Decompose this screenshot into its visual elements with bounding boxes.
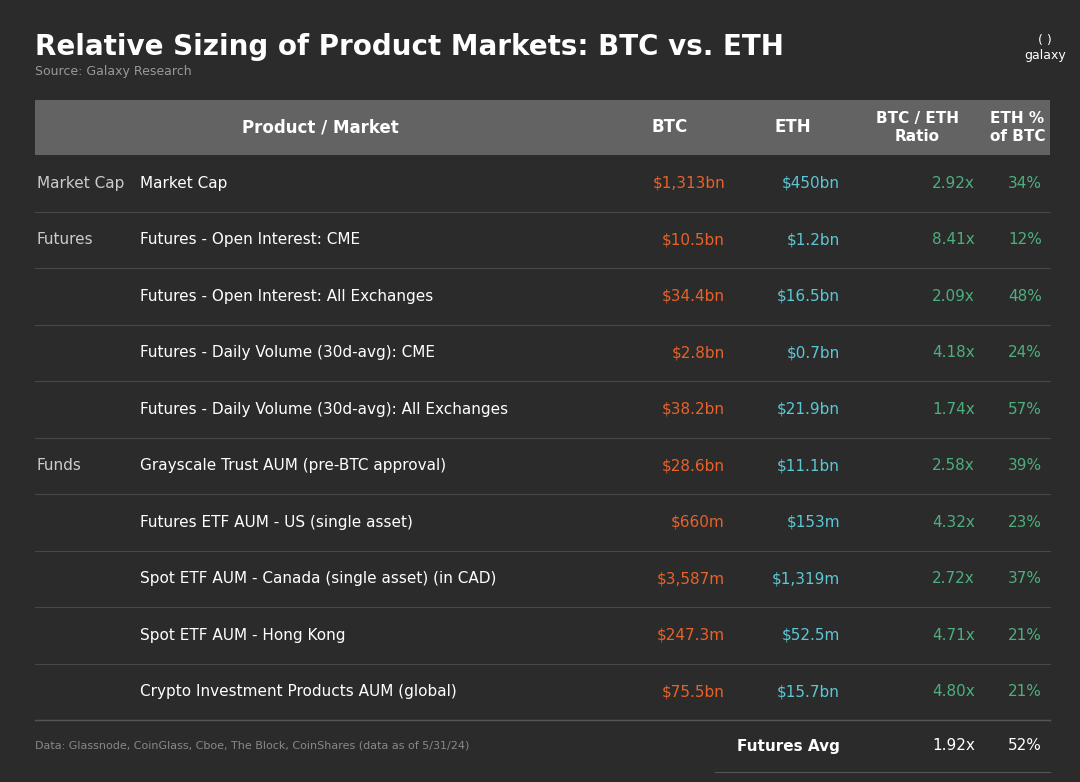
Text: $1,313bn: $1,313bn <box>652 176 725 191</box>
Text: Source: Galaxy Research: Source: Galaxy Research <box>35 66 191 78</box>
Text: Market Cap: Market Cap <box>37 176 124 191</box>
Text: $1,319m: $1,319m <box>772 571 840 586</box>
Text: $1.2bn: $1.2bn <box>786 232 840 247</box>
Text: Futures - Daily Volume (30d-avg): All Exchanges: Futures - Daily Volume (30d-avg): All Ex… <box>140 402 508 417</box>
Text: ETH %
of BTC: ETH % of BTC <box>989 111 1045 144</box>
Text: 57%: 57% <box>1008 402 1042 417</box>
Text: 1.74x: 1.74x <box>932 402 975 417</box>
Text: 37%: 37% <box>1008 571 1042 586</box>
Text: Futures: Futures <box>37 232 94 247</box>
Text: ( )
galaxy: ( ) galaxy <box>1024 34 1066 62</box>
Text: $28.6bn: $28.6bn <box>662 458 725 473</box>
Text: 24%: 24% <box>1008 345 1042 361</box>
Text: 23%: 23% <box>1008 515 1042 529</box>
Text: $450bn: $450bn <box>782 176 840 191</box>
Text: Market Cap: Market Cap <box>140 176 228 191</box>
Text: 21%: 21% <box>1008 628 1042 643</box>
Text: BTC: BTC <box>652 119 688 137</box>
Text: $11.1bn: $11.1bn <box>778 458 840 473</box>
Text: $0.7bn: $0.7bn <box>786 345 840 361</box>
Text: 1.92x: 1.92x <box>932 738 975 754</box>
Text: $38.2bn: $38.2bn <box>662 402 725 417</box>
Text: Product / Market: Product / Market <box>242 119 399 137</box>
Text: $660m: $660m <box>672 515 725 529</box>
Text: $52.5m: $52.5m <box>782 628 840 643</box>
Text: 2.92x: 2.92x <box>932 176 975 191</box>
Text: 39%: 39% <box>1008 458 1042 473</box>
Text: BTC / ETH
Ratio: BTC / ETH Ratio <box>876 111 959 144</box>
Text: $21.9bn: $21.9bn <box>777 402 840 417</box>
Text: Grayscale Trust AUM (pre-BTC approval): Grayscale Trust AUM (pre-BTC approval) <box>140 458 446 473</box>
Text: $10.5bn: $10.5bn <box>662 232 725 247</box>
Text: $15.7bn: $15.7bn <box>778 684 840 699</box>
Text: $153m: $153m <box>786 515 840 529</box>
Text: Crypto Investment Products AUM (global): Crypto Investment Products AUM (global) <box>140 684 457 699</box>
Text: Futures Avg: Futures Avg <box>738 738 840 754</box>
Text: 21%: 21% <box>1008 684 1042 699</box>
Text: $75.5bn: $75.5bn <box>662 684 725 699</box>
Text: Futures - Open Interest: CME: Futures - Open Interest: CME <box>140 232 360 247</box>
Text: $3,587m: $3,587m <box>657 571 725 586</box>
Text: Futures - Daily Volume (30d-avg): CME: Futures - Daily Volume (30d-avg): CME <box>140 345 435 361</box>
Bar <box>35 100 1050 155</box>
Text: 12%: 12% <box>1008 232 1042 247</box>
Text: Futures ETF AUM - US (single asset): Futures ETF AUM - US (single asset) <box>140 515 413 529</box>
Text: Data: Glassnode, CoinGlass, Cboe, The Block, CoinShares (data as of 5/31/24): Data: Glassnode, CoinGlass, Cboe, The Bl… <box>35 741 470 751</box>
Text: 2.09x: 2.09x <box>932 289 975 303</box>
Text: 4.18x: 4.18x <box>932 345 975 361</box>
Text: Relative Sizing of Product Markets: BTC vs. ETH: Relative Sizing of Product Markets: BTC … <box>35 33 784 61</box>
Text: 48%: 48% <box>1008 289 1042 303</box>
Text: 2.72x: 2.72x <box>932 571 975 586</box>
Text: Spot ETF AUM - Hong Kong: Spot ETF AUM - Hong Kong <box>140 628 346 643</box>
Text: Funds: Funds <box>37 458 82 473</box>
Text: Spot ETF AUM - Canada (single asset) (in CAD): Spot ETF AUM - Canada (single asset) (in… <box>140 571 497 586</box>
Text: $2.8bn: $2.8bn <box>672 345 725 361</box>
Text: $247.3m: $247.3m <box>657 628 725 643</box>
Text: ETH: ETH <box>774 119 811 137</box>
Text: $34.4bn: $34.4bn <box>662 289 725 303</box>
Text: 4.32x: 4.32x <box>932 515 975 529</box>
Text: 4.71x: 4.71x <box>932 628 975 643</box>
Text: 8.41x: 8.41x <box>932 232 975 247</box>
Text: Futures - Open Interest: All Exchanges: Futures - Open Interest: All Exchanges <box>140 289 433 303</box>
Text: $16.5bn: $16.5bn <box>777 289 840 303</box>
Text: 4.80x: 4.80x <box>932 684 975 699</box>
Text: 2.58x: 2.58x <box>932 458 975 473</box>
Text: 34%: 34% <box>1008 176 1042 191</box>
Text: 52%: 52% <box>1008 738 1042 754</box>
